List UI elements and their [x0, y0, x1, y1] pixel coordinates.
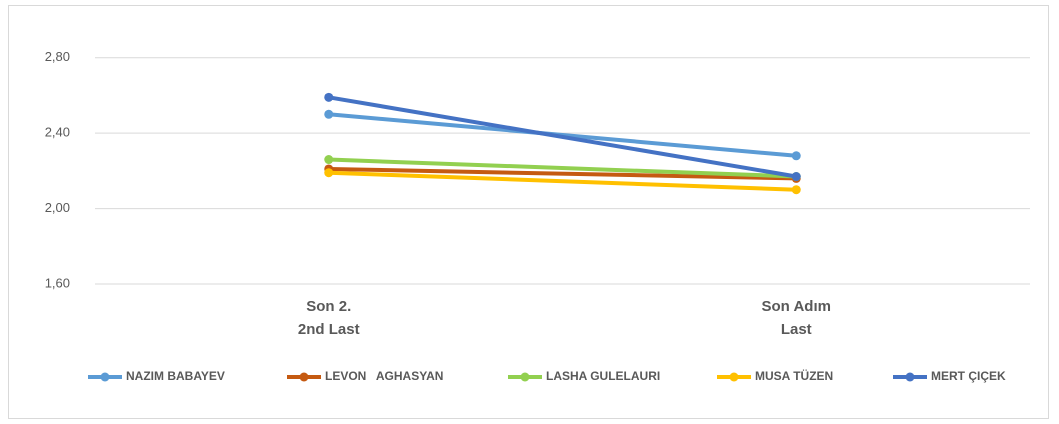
series-line — [326, 166, 799, 181]
y-tick-label: 2,00 — [45, 200, 70, 215]
legend-label: MERT ÇIÇEK — [931, 369, 1006, 383]
chart-border — [8, 5, 1049, 419]
y-tick-label: 1,60 — [45, 275, 70, 290]
legend-label: MUSA TÜZEN — [755, 368, 833, 383]
legend-marker — [905, 372, 915, 382]
legend-label: LASHA GULELAURI — [546, 369, 660, 383]
x-tick-label: Son 2. 2nd Last — [297, 298, 360, 338]
series-line — [326, 95, 799, 179]
legend-label: NAZIM BABAYEV — [126, 369, 225, 383]
point — [791, 172, 801, 182]
point — [324, 92, 334, 102]
legend-marker — [520, 372, 530, 382]
point — [324, 168, 334, 178]
point — [791, 151, 801, 161]
series-line — [326, 170, 799, 192]
y-tick-label: 2,80 — [45, 49, 70, 64]
series-line — [326, 157, 799, 179]
legend-marker — [299, 372, 309, 382]
y-tick-label: 2,40 — [45, 125, 70, 140]
point — [324, 109, 334, 119]
legend-marker — [729, 372, 739, 382]
legend-label: LEVON AGHASYAN — [325, 369, 443, 383]
point — [324, 155, 334, 165]
point — [791, 185, 801, 195]
legend-marker — [100, 372, 110, 382]
x-tick-label: Son Adım Last — [761, 298, 831, 338]
